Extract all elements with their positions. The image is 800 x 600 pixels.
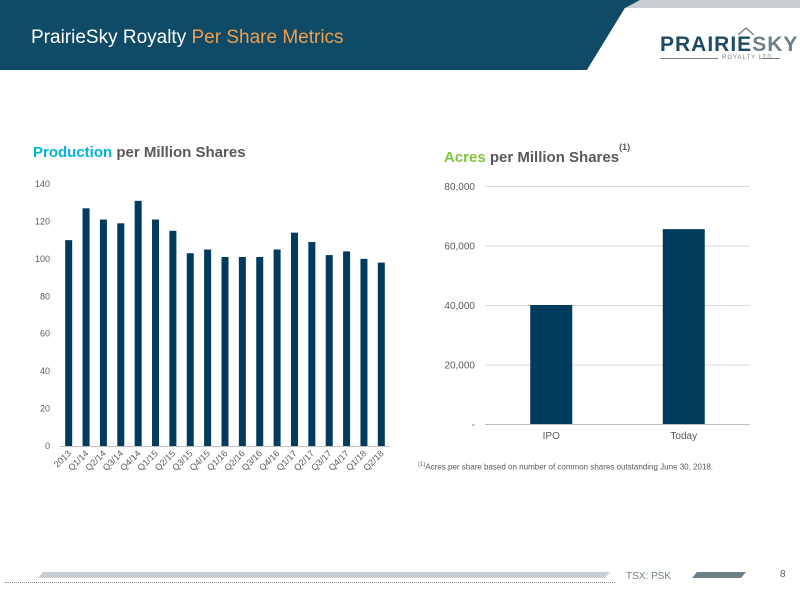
- acres-y-tick: 80,000: [444, 182, 475, 193]
- footnote: (1)Acres per share based on number of co…: [418, 462, 713, 472]
- stock-ticker: TSX: PSK: [626, 571, 672, 582]
- production-bar: [82, 208, 90, 446]
- production-bar: [273, 249, 281, 446]
- acres-title-footnote-ref: (1): [619, 142, 631, 152]
- production-title-rest: per Million Shares: [112, 144, 246, 161]
- acres-x-tick: IPO: [543, 431, 560, 442]
- production-bar: [360, 258, 368, 446]
- production-y-tick: 60: [40, 329, 50, 339]
- footnote-text: Acres per share based on number of commo…: [425, 462, 714, 472]
- production-bar: [152, 219, 160, 446]
- acres-y-tick: 20,000: [444, 361, 475, 372]
- production-title-highlight: Production: [33, 144, 113, 161]
- production-bar: [377, 262, 385, 446]
- acres-y-tick: 40,000: [444, 301, 475, 312]
- acres-title-rest: per Million Shares: [485, 149, 620, 166]
- production-bar: [65, 240, 73, 446]
- production-y-tick: 40: [40, 366, 50, 376]
- production-bar: [290, 232, 298, 446]
- acres-x-tick: Today: [670, 431, 697, 442]
- logo-main: PRAIRIE: [660, 33, 753, 56]
- production-bar: [186, 253, 194, 446]
- production-bar: [204, 249, 212, 446]
- production-bar: [238, 256, 246, 446]
- production-y-tick: 120: [35, 216, 50, 226]
- logo-accent: SKY: [752, 33, 799, 56]
- logo-rule-right: [762, 58, 780, 59]
- page-number: 8: [780, 569, 786, 580]
- logo-roof-icon: [737, 27, 755, 35]
- acres-y-tick: 60,000: [444, 242, 475, 253]
- production-bar: [169, 230, 177, 446]
- production-bar: [221, 256, 229, 446]
- title-main: PrairieSky Royalty: [31, 27, 187, 48]
- logo-rule-left: [660, 58, 718, 59]
- acres-chart-title: Acres per Million Shares(1): [444, 142, 630, 166]
- production-chart-title: Production per Million Shares: [33, 144, 246, 161]
- production-bar: [308, 242, 316, 446]
- company-logo: PRAIRIESKY ROYALTY LTD: [660, 27, 797, 63]
- title-accent: Per Share Metrics: [191, 27, 344, 48]
- logo-subtitle: ROYALTY LTD: [722, 55, 773, 61]
- production-bar: [256, 256, 264, 446]
- acres-title-highlight: Acres: [444, 149, 486, 166]
- production-y-tick: 80: [40, 291, 50, 301]
- production-y-tick: 100: [35, 254, 50, 264]
- acres-bar: [530, 305, 573, 424]
- production-y-tick: 20: [40, 404, 50, 414]
- production-y-tick: 0: [45, 441, 50, 451]
- production-bar: [134, 200, 142, 446]
- footer-dotted-line: [5, 582, 615, 583]
- acres-bar: [662, 229, 705, 424]
- acres-y-tick: -: [472, 420, 475, 431]
- header-band: [0, 0, 800, 70]
- production-y-tick: 140: [35, 179, 50, 189]
- production-bar: [343, 251, 351, 446]
- production-bar: [325, 255, 333, 446]
- footnote-ref: (1): [418, 462, 426, 468]
- production-bar: [99, 219, 107, 446]
- page-title: PrairieSky Royalty Per Share Metrics: [31, 27, 344, 49]
- production-bar: [117, 223, 125, 446]
